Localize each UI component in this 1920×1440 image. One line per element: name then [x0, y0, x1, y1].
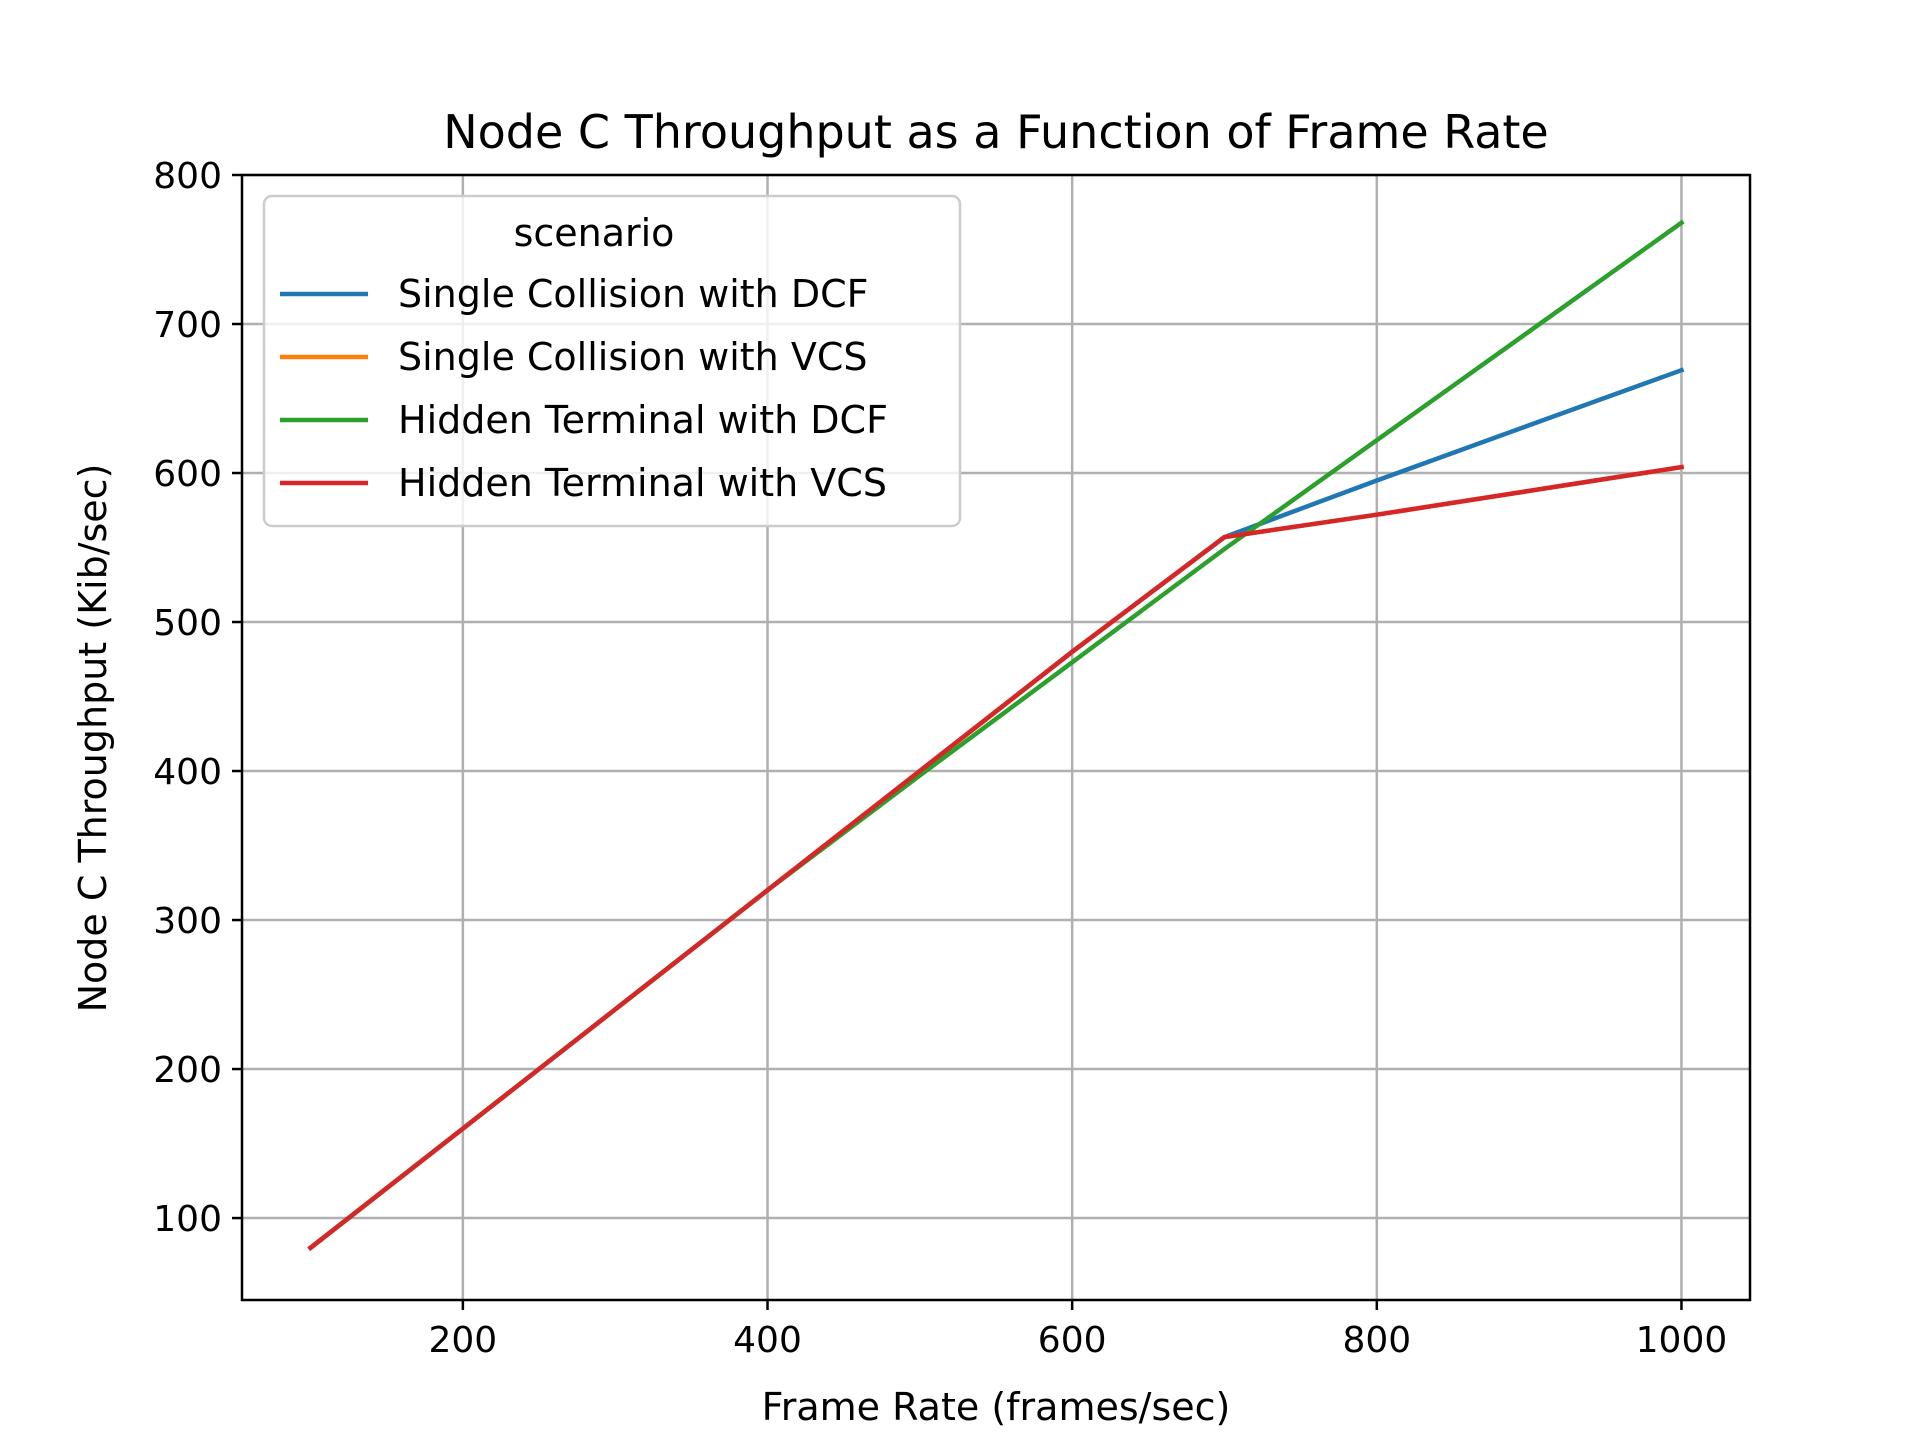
x-axis-label: Frame Rate (frames/sec)	[762, 1385, 1231, 1429]
legend-label-hidden-terminal-with-dcf: Hidden Terminal with DCF	[398, 398, 888, 442]
legend-label-single-collision-with-vcs: Single Collision with VCS	[398, 335, 867, 379]
legend: scenario Single Collision with DCFSingle…	[262, 194, 962, 528]
y-tick-label: 100	[153, 1199, 222, 1240]
legend-label-hidden-terminal-with-vcs: Hidden Terminal with VCS	[398, 461, 887, 505]
y-axis-label: Node C Throughput (Kib/sec)	[71, 464, 115, 1013]
y-tick-label: 200	[153, 1050, 222, 1091]
x-tick-label: 600	[1038, 1320, 1107, 1361]
y-tick-label: 600	[153, 454, 222, 495]
legend-label-single-collision-with-dcf: Single Collision with DCF	[398, 272, 868, 316]
series-line-hidden-terminal-with-vcs	[307, 464, 1685, 1251]
x-tick-label: 1000	[1636, 1320, 1728, 1361]
y-tick-label: 800	[153, 156, 222, 197]
legend-entries: Single Collision with DCF Single Collisio…	[280, 272, 888, 505]
x-tick-label: 800	[1342, 1320, 1411, 1361]
axis-ticks: 200 400 600 800 1000 100 200 300 400 500 600 700 800	[153, 156, 1727, 1361]
x-tick-label: 400	[733, 1320, 802, 1361]
grid-lines	[242, 173, 1750, 1300]
chart-title: Node C Throughput as a Function of Frame…	[443, 105, 1548, 159]
legend-box	[262, 194, 962, 528]
y-tick-label: 300	[153, 901, 222, 942]
x-tick-label: 200	[429, 1320, 498, 1361]
legend-title: scenario	[514, 211, 675, 255]
plot-frame	[240, 173, 1752, 1302]
y-tick-label: 500	[153, 603, 222, 644]
y-tick-label: 400	[153, 752, 222, 793]
series-lines	[307, 219, 1685, 1251]
y-tick-label: 700	[153, 305, 222, 346]
